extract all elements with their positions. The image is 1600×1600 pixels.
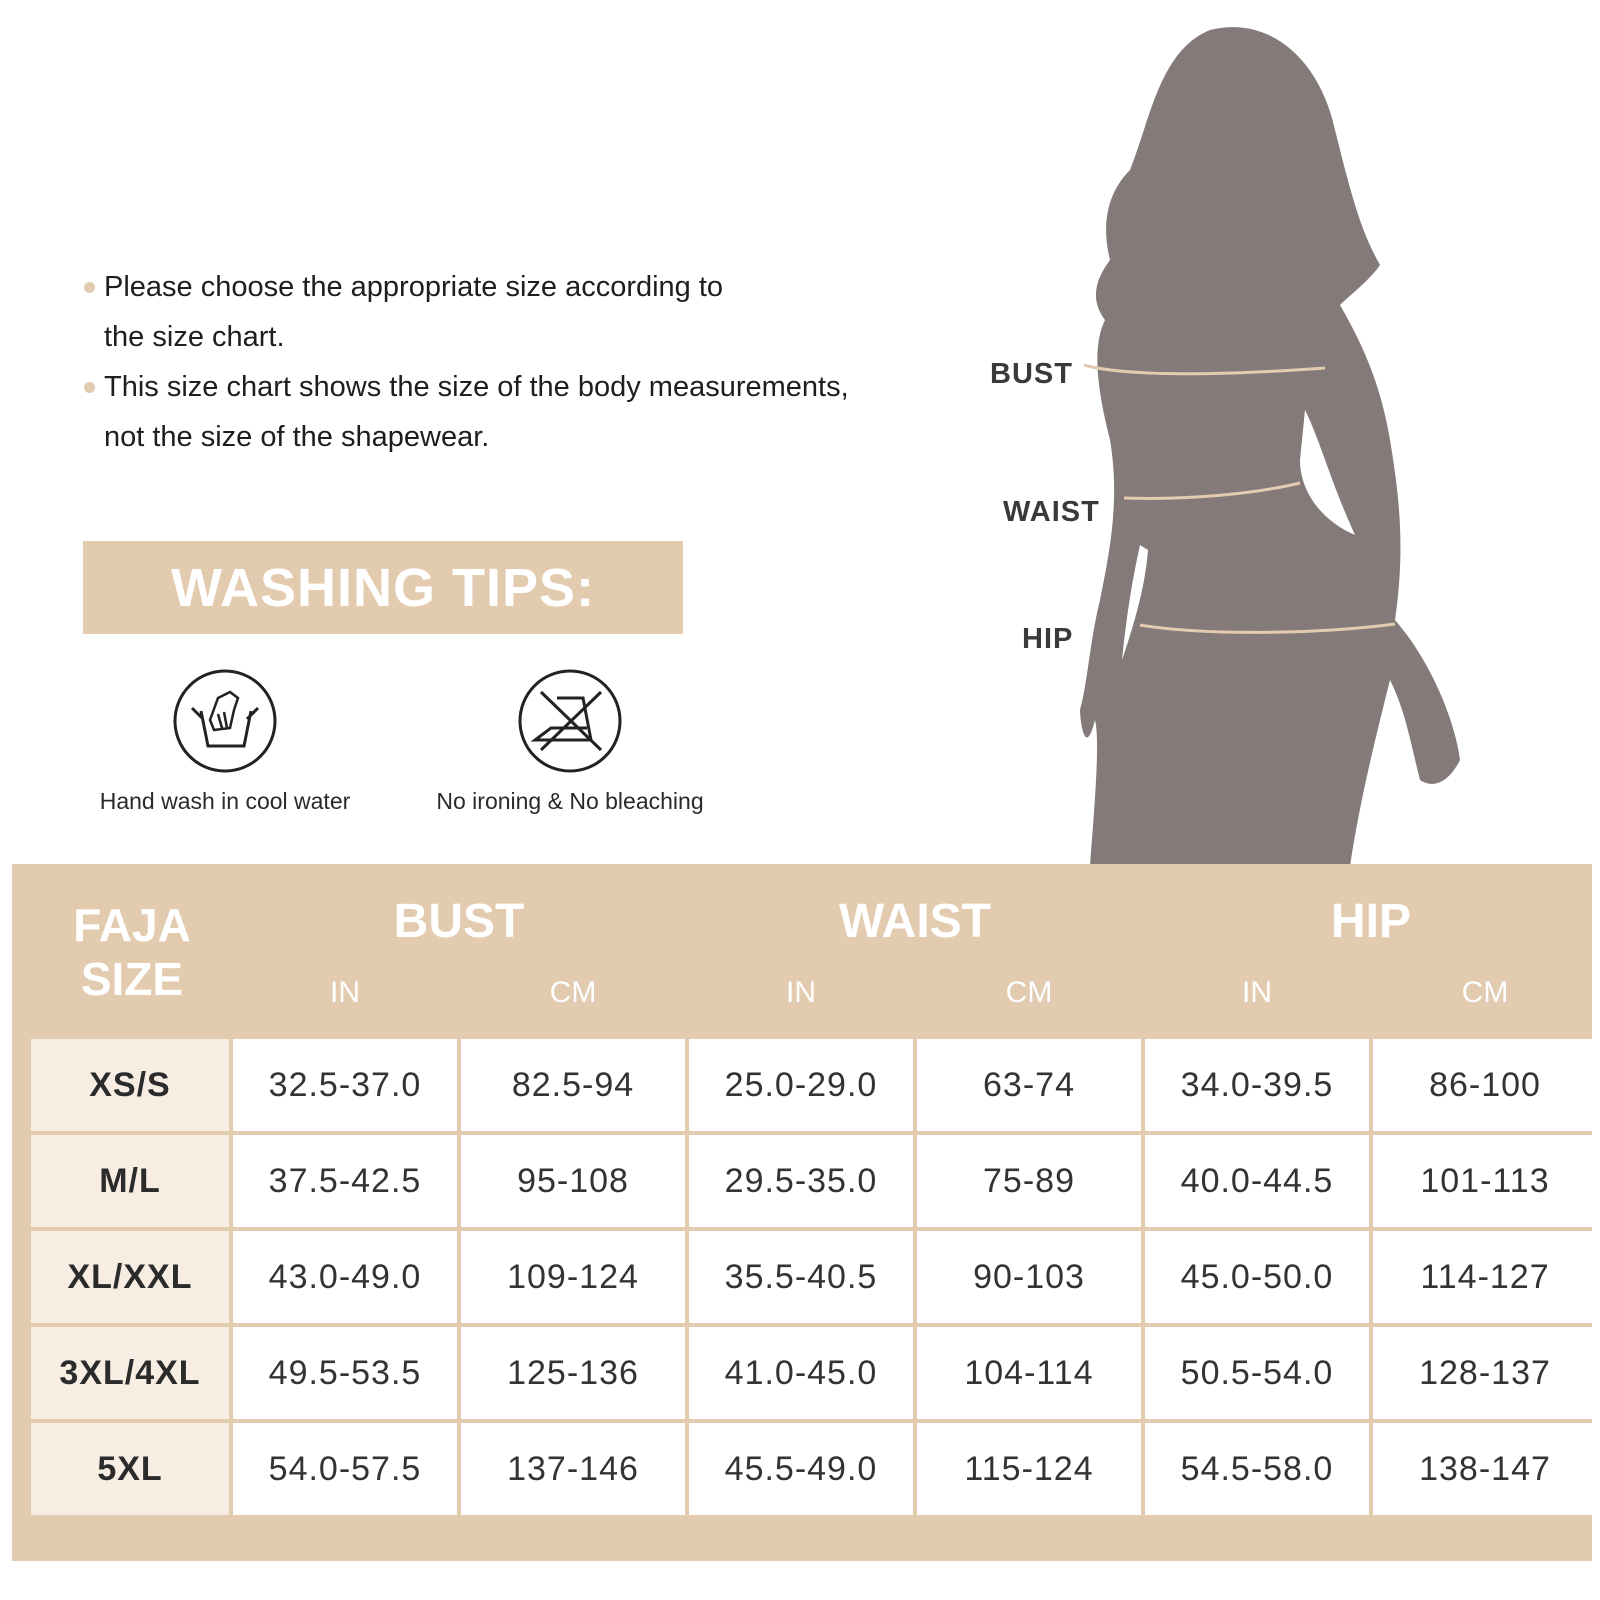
- measurement-cell: 138-147: [1373, 1423, 1597, 1515]
- measurement-cell: 90-103: [917, 1231, 1141, 1323]
- note-text: This size chart shows the size of the bo…: [104, 371, 849, 403]
- measurement-cell: 40.0-44.5: [1145, 1135, 1369, 1227]
- unit-header: CM: [1461, 976, 1509, 1009]
- measurement-cell: 29.5-35.0: [689, 1135, 913, 1227]
- care-label: No ironing & No bleaching: [436, 788, 704, 814]
- measurement-cell: 137-146: [461, 1423, 685, 1515]
- measurement-cell: 50.5-54.0: [1145, 1327, 1369, 1419]
- group-header-waist: WAIST: [839, 895, 991, 948]
- measurement-cell: 128-137: [1373, 1327, 1597, 1419]
- measurement-cell: 104-114: [917, 1327, 1141, 1419]
- body-silhouette: [1080, 27, 1460, 866]
- measurement-cell: 43.0-49.0: [233, 1231, 457, 1323]
- measurement-cell: 109-124: [461, 1231, 685, 1323]
- note-text: Please choose the appropriate size accor…: [104, 271, 724, 303]
- measurement-cell: 35.5-40.5: [689, 1231, 913, 1323]
- size-cell: 5XL: [31, 1423, 229, 1515]
- measurement-cell: 125-136: [461, 1327, 685, 1419]
- hip-label: HIP: [1022, 623, 1074, 655]
- size-cell: M/L: [31, 1135, 229, 1227]
- measurement-cell: 115-124: [917, 1423, 1141, 1515]
- note-text: the size chart.: [104, 321, 285, 353]
- size-grid: XS/S 32.5-37.0 82.5-94 25.0-29.0 63-74 34.0-3…: [31, 1039, 1597, 1515]
- measurement-cell: 37.5-42.5: [233, 1135, 457, 1227]
- measurement-cell: 54.5-58.0: [1145, 1423, 1369, 1515]
- measurement-cell: 32.5-37.0: [233, 1039, 457, 1131]
- size-column-header: FAJA SIZE: [32, 898, 232, 1006]
- group-header-hip: HIP: [1330, 895, 1411, 948]
- measurement-cell: 63-74: [917, 1039, 1141, 1131]
- measurement-cell: 34.0-39.5: [1145, 1039, 1369, 1131]
- size-cell: XS/S: [31, 1039, 229, 1131]
- measurement-cell: 25.0-29.0: [689, 1039, 913, 1131]
- care-no-ironing: No ironing & No bleaching: [420, 668, 720, 815]
- header-text: FAJA: [73, 899, 191, 951]
- care-label: Hand wash in cool water: [99, 788, 351, 814]
- note-1: Please choose the appropriate size accor…: [82, 262, 942, 362]
- measurement-cell: 95-108: [461, 1135, 685, 1227]
- waist-label: WAIST: [1003, 496, 1100, 528]
- measurement-cell: 54.0-57.5: [233, 1423, 457, 1515]
- no-ironing-icon: [518, 669, 622, 773]
- measurement-cell: 45.0-50.0: [1145, 1231, 1369, 1323]
- size-chart-table: FAJA SIZE BUST WAIST HIP IN CM IN CM IN CM XS/…: [12, 864, 1597, 1561]
- note-2: This size chart shows the size of the bo…: [82, 362, 942, 462]
- care-hand-wash: Hand wash in cool water: [75, 668, 375, 815]
- header-text: SIZE: [80, 953, 184, 1005]
- unit-header: IN: [786, 976, 816, 1009]
- measurement-cell: 75-89: [917, 1135, 1141, 1227]
- bullet-icon: [84, 282, 95, 293]
- size-cell: XL/XXL: [31, 1231, 229, 1323]
- measurement-cell: 49.5-53.5: [233, 1327, 457, 1419]
- size-cell: 3XL/4XL: [31, 1327, 229, 1419]
- hand-wash-icon: [173, 669, 277, 773]
- washing-tips-title: WASHING TIPS:: [83, 541, 683, 634]
- measurement-cell: 114-127: [1373, 1231, 1597, 1323]
- measurement-cell: 45.5-49.0: [689, 1423, 913, 1515]
- unit-header: CM: [1005, 976, 1053, 1009]
- bust-label: BUST: [990, 358, 1073, 390]
- note-text: not the size of the shapewear.: [104, 421, 490, 453]
- unit-header: IN: [1242, 976, 1272, 1009]
- measurement-cell: 86-100: [1373, 1039, 1597, 1131]
- unit-header: IN: [330, 976, 360, 1009]
- measurement-cell: 82.5-94: [461, 1039, 685, 1131]
- size-notes: Please choose the appropriate size accor…: [82, 262, 942, 462]
- unit-header: CM: [549, 976, 597, 1009]
- measurement-cell: 41.0-45.0: [689, 1327, 913, 1419]
- group-header-bust: BUST: [393, 895, 525, 948]
- measurement-cell: 101-113: [1373, 1135, 1597, 1227]
- bullet-icon: [84, 382, 95, 393]
